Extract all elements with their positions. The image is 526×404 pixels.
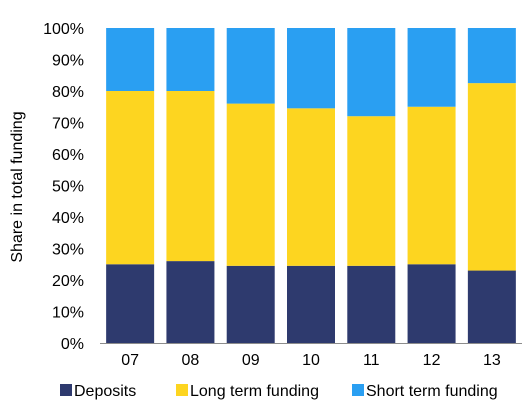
x-tick-label: 13 (483, 352, 501, 369)
y-axis-title: Share in total funding (9, 111, 26, 262)
bar-segment-long-term-funding-07 (106, 91, 155, 265)
y-tick-label: 100% (43, 21, 84, 38)
y-tick-label: 60% (52, 147, 84, 164)
bar-segment-long-term-funding-08 (166, 91, 215, 262)
x-tick-label: 09 (242, 352, 260, 369)
x-tick-label: 07 (121, 352, 139, 369)
legend-swatch-short-term-funding (352, 384, 364, 396)
y-tick-label: 40% (52, 210, 84, 227)
legend-swatch-long-term-funding (176, 384, 188, 396)
y-tick-label: 80% (52, 84, 84, 101)
bar-segment-deposits-07 (106, 264, 155, 343)
x-tick-label: 08 (182, 352, 200, 369)
bar-segment-deposits-10 (287, 265, 335, 343)
bar-segment-short-term-funding-13 (467, 28, 516, 84)
y-tick-label: 20% (52, 273, 84, 290)
legend-label-deposits: Deposits (74, 383, 136, 400)
bar-segment-short-term-funding-09 (226, 28, 275, 104)
bar-segment-deposits-08 (166, 261, 215, 343)
y-tick-label: 0% (61, 336, 84, 353)
legend: Deposits Long term funding Short term fund… (60, 383, 498, 400)
y-tick-label: 50% (52, 179, 84, 196)
y-axis: 0% 10% 20% 30% 40% 50% 60% 70% 80% 90% 100% (43, 21, 84, 353)
bar-segment-long-term-funding-12 (407, 106, 456, 265)
bar-segment-long-term-funding-11 (347, 116, 396, 266)
bar-segment-short-term-funding-12 (407, 28, 456, 107)
bar-segment-long-term-funding-13 (467, 83, 516, 271)
x-tick-label: 10 (302, 352, 320, 369)
legend-label-short-term-funding: Short term funding (366, 383, 498, 400)
legend-swatch-deposits (60, 384, 72, 396)
y-tick-label: 30% (52, 242, 84, 259)
y-tick-label: 10% (52, 305, 84, 322)
bar-segment-short-term-funding-10 (287, 28, 335, 109)
y-tick-label: 70% (52, 116, 84, 133)
bar-segment-short-term-funding-08 (166, 28, 215, 91)
bar-segment-long-term-funding-09 (226, 103, 275, 266)
bar-segment-deposits-11 (347, 265, 396, 343)
x-tick-label: 12 (423, 352, 441, 369)
legend-label-long-term-funding: Long term funding (190, 383, 319, 400)
bar-segment-deposits-09 (226, 265, 275, 343)
x-axis: 07 08 09 10 11 12 13 (100, 343, 522, 369)
y-tick-label: 90% (52, 53, 84, 70)
x-tick-label: 11 (363, 352, 380, 369)
bar-segment-deposits-12 (407, 264, 456, 343)
bar-segment-long-term-funding-10 (287, 108, 335, 266)
bars (106, 28, 516, 343)
bar-segment-short-term-funding-07 (106, 28, 155, 91)
bar-segment-short-term-funding-11 (347, 28, 396, 117)
bar-segment-deposits-13 (467, 270, 516, 343)
